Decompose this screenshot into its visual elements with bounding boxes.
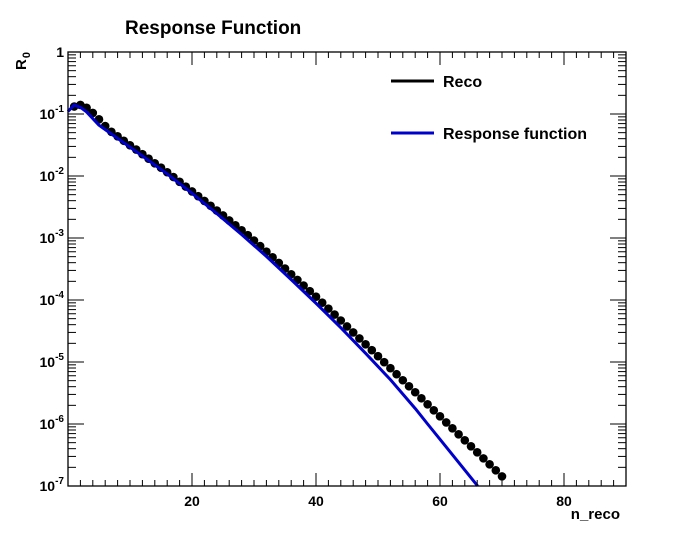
reco-data-point <box>324 304 333 313</box>
y-tick-label: 10-4 <box>40 290 65 308</box>
y-tick-label: 10-2 <box>40 166 65 184</box>
reco-data-point <box>423 399 432 409</box>
reco-data-point <box>386 363 395 373</box>
y-tick-label: 1 <box>56 44 64 60</box>
reco-data-point <box>317 298 327 307</box>
y-tick-exponent: -7 <box>55 476 64 487</box>
legend-label: Reco <box>443 74 482 91</box>
y-axis-label-base: R <box>13 59 30 70</box>
x-tick-label: 60 <box>432 493 448 509</box>
reco-data-point <box>342 322 352 331</box>
reco-data-point <box>398 375 408 385</box>
y-tick-base: 10 <box>40 292 56 308</box>
reco-data-point <box>441 418 451 427</box>
reco-data-point <box>336 316 346 325</box>
reco-data-point <box>348 328 358 337</box>
reco-data-point <box>367 345 377 355</box>
x-axis-label: n_reco <box>571 506 620 523</box>
x-tick-label: 20 <box>184 493 200 509</box>
chart-title: Response Function <box>125 18 301 39</box>
reco-data-point <box>392 369 401 379</box>
legend-entry-reco: Reco <box>391 74 482 91</box>
plot-layer <box>66 100 507 487</box>
reco-data-point <box>410 387 420 397</box>
reco-data-point <box>497 472 507 481</box>
reco-data-point <box>355 334 364 343</box>
reco-data-point <box>330 310 339 319</box>
y-tick-label: 10-5 <box>40 352 65 370</box>
y-tick-base: 10 <box>40 168 56 184</box>
y-axis-label-subscript: 0 <box>21 52 33 58</box>
reco-data-point <box>435 412 445 421</box>
y-tick-base: 10 <box>40 354 56 370</box>
reco-data-point <box>361 340 370 349</box>
y-tick-exponent: -5 <box>55 352 64 363</box>
y-axis-label: R0 <box>13 52 33 70</box>
reco-data-point <box>379 357 389 367</box>
response-function-line <box>66 103 479 487</box>
legend: Reco Response function <box>391 74 587 143</box>
reco-data-point <box>485 459 494 469</box>
reco-data-point <box>460 435 470 445</box>
y-tick-base: 10 <box>40 230 56 246</box>
y-tick-base: 10 <box>40 416 56 432</box>
reco-data-point <box>429 406 439 415</box>
y-tick-base: 1 <box>56 44 64 60</box>
reco-data-point <box>311 292 321 302</box>
reco-data-point <box>454 430 463 439</box>
x-tick-label: 80 <box>556 493 572 509</box>
reco-data-point <box>417 393 426 403</box>
reco-data-point <box>373 351 383 361</box>
y-tick-label: 10-1 <box>40 104 65 122</box>
legend-label: Response function <box>443 126 587 143</box>
reco-data-point <box>448 423 457 433</box>
y-tick-label: 10-3 <box>40 228 65 246</box>
plot-frame <box>67 51 627 487</box>
y-tick-exponent: -3 <box>55 228 64 239</box>
legend-entry-response-function: Response function <box>391 126 587 143</box>
reco-data-point <box>479 454 488 463</box>
y-tick-exponent: -4 <box>55 290 64 301</box>
y-tick-exponent: -6 <box>55 414 64 425</box>
reco-data-point <box>472 448 482 457</box>
y-tick-base: 10 <box>40 106 56 122</box>
y-tick-label: 10-7 <box>40 476 65 494</box>
y-tick-exponent: -2 <box>55 166 64 177</box>
reco-data-point <box>466 441 476 451</box>
reco-data-point <box>491 466 501 475</box>
y-tick-exponent: -1 <box>55 104 64 115</box>
y-tick-base: 10 <box>40 478 56 494</box>
reco-data-point <box>404 381 414 391</box>
x-tick-label: 40 <box>308 493 324 509</box>
y-tick-label: 10-6 <box>40 414 65 432</box>
